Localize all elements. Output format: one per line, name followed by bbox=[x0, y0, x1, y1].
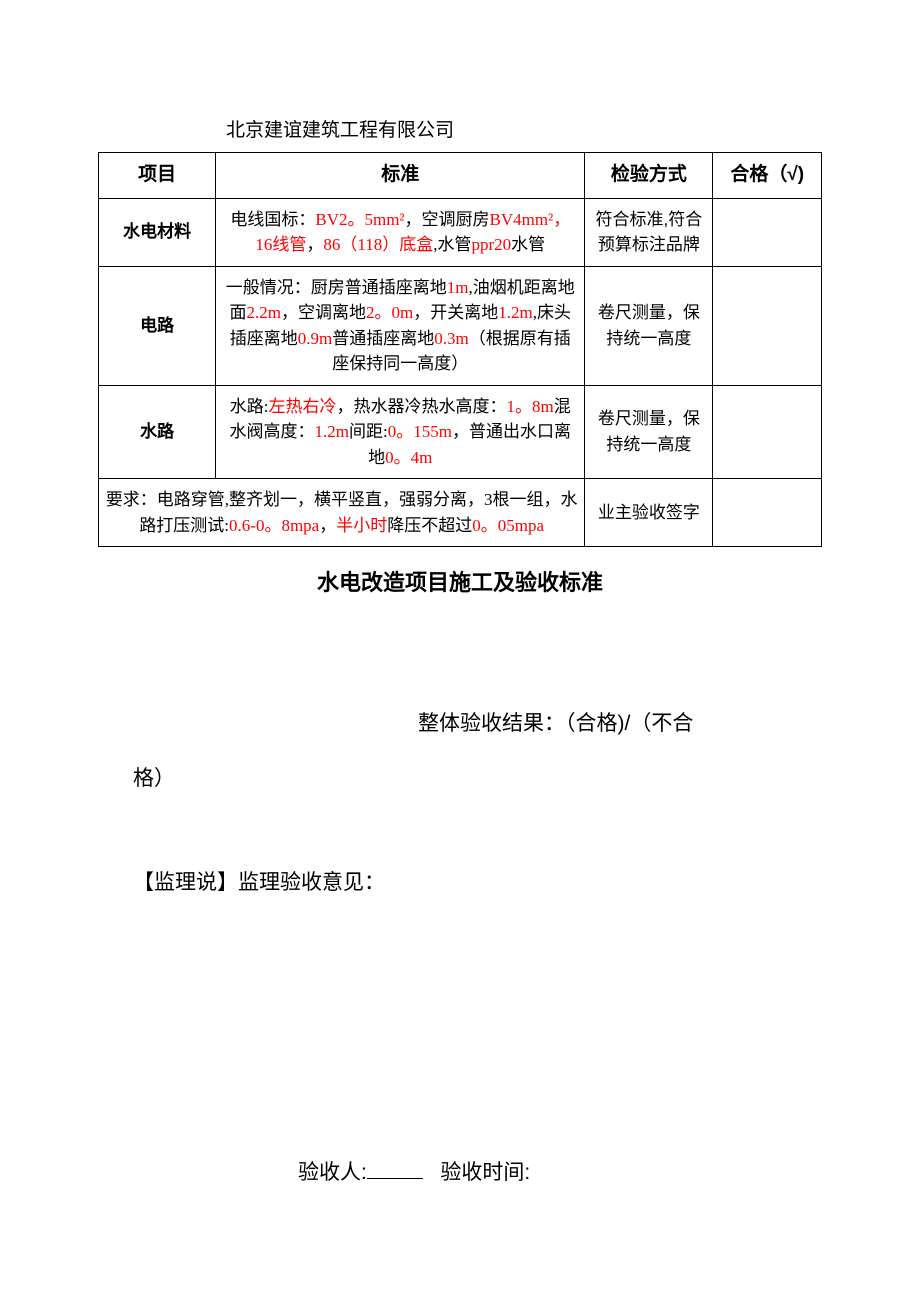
result-prefix: 整体验收结果：（合格)/（不合 bbox=[418, 697, 693, 752]
cell-method: 卷尺测量，保持统一高度 bbox=[585, 266, 713, 385]
time-label: 验收时间: bbox=[440, 1161, 530, 1184]
result-line: 整体验收结果：（合格)/（不合 格） bbox=[133, 697, 822, 806]
cell-standard: 电线国标：BV2。5mm²，空调厨房BV4mm²，16线管，86（118）底盒,… bbox=[216, 198, 585, 266]
cell-method: 卷尺测量，保持统一高度 bbox=[585, 385, 713, 479]
cell-pass[interactable] bbox=[713, 385, 822, 479]
cell-pass[interactable] bbox=[713, 266, 822, 385]
cell-method: 符合标准,符合预算标注品牌 bbox=[585, 198, 713, 266]
cell-standard: 一般情况：厨房普通插座离地1m,油烟机距离地面2.2m，空调离地2。0m，开关离… bbox=[216, 266, 585, 385]
footer-method: 业主验收签字 bbox=[585, 479, 713, 547]
table-row: 电路一般情况：厨房普通插座离地1m,油烟机距离地面2.2m，空调离地2。0m，开… bbox=[99, 266, 822, 385]
supervisor-opinion: 【监理说】监理验收意见： bbox=[133, 866, 822, 896]
inspector-blank[interactable] bbox=[367, 1178, 423, 1179]
cell-project: 水路 bbox=[99, 385, 216, 479]
header-standard: 标准 bbox=[216, 153, 585, 199]
cell-project: 水电材料 bbox=[99, 198, 216, 266]
company-header: 北京建谊建筑工程有限公司 bbox=[158, 115, 522, 142]
table-row: 水电材料电线国标：BV2。5mm²，空调厨房BV4mm²，16线管，86（118… bbox=[99, 198, 822, 266]
table-footer-row: 要求：电路穿管,整齐划一，横平竖直，强弱分离，3根一组，水路打压测试:0.6-0… bbox=[99, 479, 822, 547]
header-method: 检验方式 bbox=[585, 153, 713, 199]
header-project: 项目 bbox=[99, 153, 216, 199]
cell-project: 电路 bbox=[99, 266, 216, 385]
header-pass: 合格（√) bbox=[713, 153, 822, 199]
result-suffix: 格） bbox=[133, 767, 175, 790]
cell-pass[interactable] bbox=[713, 198, 822, 266]
cell-standard: 水路:左热右冷，热水器冷热水高度：1。8m混水阀高度：1.2m间距:0。155m… bbox=[216, 385, 585, 479]
document-title: 水电改造项目施工及验收标准 bbox=[98, 565, 822, 597]
signature-line: 验收人: 验收时间: bbox=[298, 1156, 822, 1186]
table-row: 水路水路:左热右冷，热水器冷热水高度：1。8m混水阀高度：1.2m间距:0。15… bbox=[99, 385, 822, 479]
footer-pass[interactable] bbox=[713, 479, 822, 547]
inspector-label: 验收人: bbox=[298, 1161, 367, 1184]
footer-requirement: 要求：电路穿管,整齐划一，横平竖直，强弱分离，3根一组，水路打压测试:0.6-0… bbox=[99, 479, 585, 547]
standards-table: 项目 标准 检验方式 合格（√) 水电材料电线国标：BV2。5mm²，空调厨房B… bbox=[98, 152, 822, 547]
table-header-row: 项目 标准 检验方式 合格（√) bbox=[99, 153, 822, 199]
